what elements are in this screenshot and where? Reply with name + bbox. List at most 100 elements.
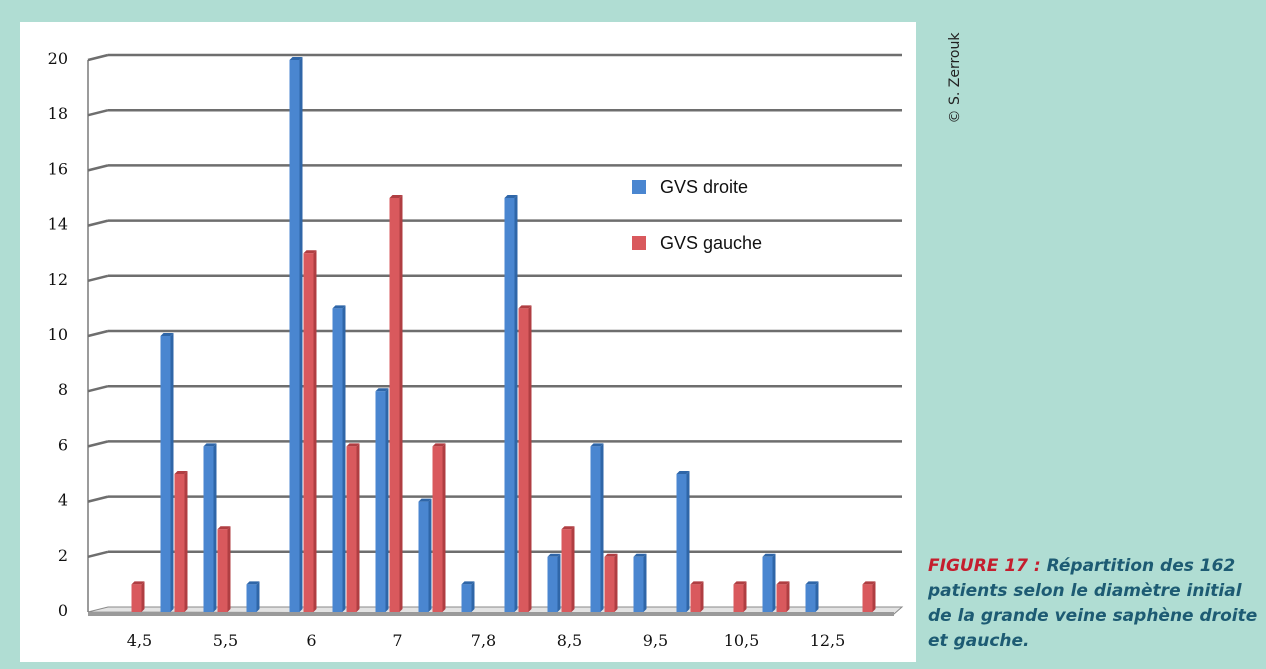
bar [203,446,214,612]
bar-side [442,443,446,612]
bar-side [743,581,747,612]
bar-top [246,581,260,585]
bar-top [504,195,518,198]
gridline-slant [87,550,109,559]
legend-label: GVS droite [660,177,748,197]
bar-side [170,333,174,612]
gridline-slant [87,495,109,503]
bar [418,501,429,612]
bar-side [313,250,317,612]
bar [862,584,873,612]
bar-side [700,581,704,612]
bar-top [547,553,561,557]
bar [346,446,357,612]
bar-top [676,471,690,474]
x-tick-label: 4,5 [127,631,152,650]
bar-top [518,305,532,309]
bar-side [299,57,303,612]
bar-top [776,581,790,585]
bar [289,60,300,612]
y-tick-label: 8 [58,380,68,399]
bar [633,556,644,612]
bar-top [690,581,704,585]
x-tick-label: 7,8 [471,631,496,650]
y-tick-label: 2 [58,546,68,565]
bar [389,198,400,612]
bar-side [471,581,475,612]
bar-side [557,553,561,612]
figure-caption: FIGURE 17 : Répartition des 162 patients… [928,554,1262,654]
gridline-slant [87,440,109,448]
bar-side [399,195,403,612]
chart-floor-edge [88,612,894,616]
bar-side [514,195,518,612]
bar-side [815,581,819,612]
gridline-slant [87,274,109,283]
bar-top [346,443,360,447]
x-tick-label: 10,5 [724,631,760,650]
y-tick-label: 10 [48,325,68,344]
x-tick-label: 8,5 [557,631,582,650]
copyright-notice: © S. Zerrouk [943,22,967,142]
y-tick-label: 14 [48,215,68,234]
bar [246,584,257,612]
bar [762,556,773,612]
gridline-slant [87,329,109,338]
y-tick-label: 4 [58,491,68,510]
bar-top [174,471,188,474]
gridline-slant [87,384,109,393]
bar-top [805,581,819,585]
bar-side [184,471,188,612]
bar-top [160,333,174,336]
copyright-text: © S. Zerrouk [947,32,963,124]
bar-side [872,581,876,612]
bar-top [604,553,618,557]
bar-side [528,305,532,612]
bar-side [786,581,790,612]
x-tick-label: 6 [306,631,316,650]
legend-swatch [632,236,646,250]
bar [776,584,787,612]
bar [504,198,515,612]
bar [690,584,701,612]
bar [590,446,601,612]
bar-top [762,553,776,557]
caption-label: FIGURE 17 : [928,556,1041,576]
bar-top [561,526,575,530]
bar-top [733,581,747,585]
bar [547,556,558,612]
bar-top [332,305,346,309]
y-tick-label: 0 [58,601,68,620]
bar-top [389,195,403,198]
y-tick-label: 16 [48,159,68,178]
gridline-slant [87,108,109,117]
bar [561,529,572,612]
bar [332,308,343,612]
bar-side [600,443,604,612]
bar-top [633,553,647,557]
bar [604,556,615,612]
bar [676,474,687,612]
x-tick-label: 12,5 [810,631,846,650]
bar-chart: 0 2 4 6 8 10 12 14 16 18 20 4,5 5,5 6 7 7,8 8,5 9,5 10,5 12… [48,49,904,650]
bar-side [256,581,260,612]
gridline-slant [87,53,109,62]
x-tick-label: 5,5 [213,631,238,650]
bar [518,308,529,612]
bar-top [203,443,217,447]
bar-top [862,581,876,585]
legend-swatch [632,180,646,194]
gridline-slant [87,219,109,227]
y-tick-label: 20 [48,49,68,68]
legend-label: GVS gauche [660,233,762,253]
y-tick-label: 12 [48,270,68,289]
bar [160,336,171,612]
bar-side [428,498,432,612]
bar-side [643,553,647,612]
bar-side [571,526,575,612]
bar-top [375,388,389,392]
bar-top [131,581,145,585]
bar-top [432,443,446,447]
bar-side [342,305,346,612]
bar-top [217,526,231,530]
